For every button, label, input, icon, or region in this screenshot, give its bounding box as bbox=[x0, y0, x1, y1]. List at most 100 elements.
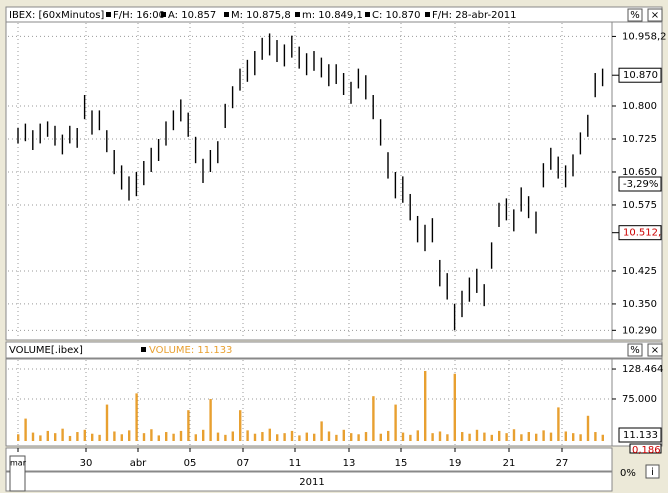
field-square bbox=[161, 12, 166, 17]
volume-bar bbox=[61, 428, 64, 441]
x-tick-label: 05 bbox=[184, 458, 197, 469]
volume-bar bbox=[364, 432, 368, 441]
volume-bar bbox=[46, 430, 49, 441]
volume-bar bbox=[424, 370, 427, 441]
volume-bar bbox=[401, 432, 405, 441]
volume-bar bbox=[150, 429, 153, 441]
volume-bar bbox=[24, 418, 27, 441]
volume-bar bbox=[268, 428, 271, 441]
volume-bar bbox=[246, 430, 249, 441]
volume-bar bbox=[105, 404, 109, 441]
volume-panel bbox=[5, 358, 613, 447]
volume-bar bbox=[387, 430, 390, 441]
volume-bar bbox=[231, 431, 234, 441]
volume-bar bbox=[39, 435, 42, 441]
y-tick-label: 10.425 bbox=[622, 266, 657, 277]
volume-legend: VOLUME: 11.133 bbox=[149, 345, 232, 356]
scroll-thumb[interactable] bbox=[9, 455, 26, 492]
volume-bar bbox=[283, 433, 286, 441]
x-tick-label: 11 bbox=[289, 458, 302, 469]
x-tick-label: mar bbox=[10, 459, 27, 468]
volume-bar bbox=[253, 433, 257, 441]
volume-bar bbox=[320, 421, 323, 441]
x-tick-label: 15 bbox=[395, 458, 408, 469]
volume-bar bbox=[416, 430, 419, 441]
panel-button[interactable] bbox=[627, 8, 643, 22]
info-button[interactable] bbox=[645, 464, 660, 479]
panel-button-label[interactable]: % bbox=[630, 10, 640, 21]
volume-bar bbox=[209, 398, 212, 441]
volume-bar bbox=[216, 432, 220, 441]
volume-bar bbox=[187, 410, 190, 441]
panel-button[interactable] bbox=[647, 343, 663, 357]
x-tick-label: 07 bbox=[237, 458, 250, 469]
panel-button[interactable] bbox=[627, 343, 643, 357]
volume-bar bbox=[372, 396, 375, 441]
volume-bar bbox=[135, 393, 138, 441]
volume-bar bbox=[594, 432, 597, 441]
header-field: C: 10.870 bbox=[372, 10, 421, 21]
change-label: -3,29% bbox=[623, 179, 658, 190]
volume-header bbox=[5, 341, 663, 359]
y-tick-label: 10.800 bbox=[622, 101, 657, 112]
volume-bar bbox=[520, 434, 523, 441]
price-marker-label: 10.512, bbox=[623, 228, 661, 239]
volume-bar bbox=[490, 434, 493, 441]
info-button-label[interactable]: i bbox=[651, 467, 654, 478]
volume-bar bbox=[31, 432, 35, 441]
x-axis bbox=[5, 447, 613, 472]
x-tick-label: 21 bbox=[503, 458, 516, 469]
panel-button-label[interactable]: % bbox=[630, 345, 640, 356]
volume-bar bbox=[83, 429, 86, 441]
volume-bar bbox=[290, 430, 294, 441]
volume-bar bbox=[68, 435, 72, 441]
volume-bar bbox=[475, 429, 479, 441]
volume-bar bbox=[91, 433, 94, 441]
volume-bar bbox=[17, 434, 20, 441]
volume-bar bbox=[498, 430, 501, 441]
volume-bar bbox=[157, 435, 160, 441]
price-panel bbox=[5, 21, 613, 341]
volume-bar bbox=[298, 435, 301, 441]
y-tick-label: 128.464 bbox=[622, 364, 663, 375]
x-tick-label: 30 bbox=[80, 458, 93, 469]
panel-button[interactable] bbox=[647, 8, 663, 22]
volume-bar bbox=[542, 430, 545, 441]
volume-bar bbox=[431, 433, 434, 441]
y-tick-label: 10.650 bbox=[622, 167, 657, 178]
volume-bar bbox=[128, 430, 131, 441]
volume-bar bbox=[172, 433, 175, 441]
panel-button-label[interactable]: × bbox=[651, 345, 659, 356]
volume-bar bbox=[224, 434, 227, 441]
volume-bar bbox=[409, 434, 412, 441]
volume-bar bbox=[335, 434, 338, 441]
volume-bar bbox=[202, 429, 205, 441]
volume-bar bbox=[313, 433, 316, 441]
price-marker-label: 10.870 bbox=[623, 70, 658, 81]
year-bar bbox=[5, 471, 613, 492]
low-volume-box bbox=[629, 443, 662, 454]
field-square bbox=[425, 12, 430, 17]
volume-bar bbox=[357, 434, 360, 441]
legend-square bbox=[141, 347, 146, 352]
volume-bar bbox=[512, 429, 516, 441]
y-tick-label: 10.958,2 bbox=[622, 31, 667, 42]
volume-bar bbox=[535, 433, 538, 441]
x-tick-label: abr bbox=[130, 458, 147, 469]
y-tick-label: 75.000 bbox=[622, 394, 657, 405]
volume-bar bbox=[179, 430, 183, 441]
symbol: IBEX: [60xMinutos] bbox=[9, 10, 104, 21]
volume-bar bbox=[379, 433, 382, 441]
panel-button-label[interactable]: × bbox=[651, 10, 659, 21]
header-field: F/H: 28-abr-2011 bbox=[432, 10, 517, 21]
volume-bar bbox=[557, 407, 560, 441]
y-tick-label: 10.350 bbox=[622, 299, 657, 310]
volume-bar bbox=[54, 433, 57, 441]
field-square bbox=[365, 12, 370, 17]
volume-bar bbox=[586, 415, 590, 441]
volume-bar bbox=[453, 373, 456, 441]
zoom-label: 0% bbox=[620, 468, 636, 479]
volume-bar bbox=[394, 404, 397, 441]
